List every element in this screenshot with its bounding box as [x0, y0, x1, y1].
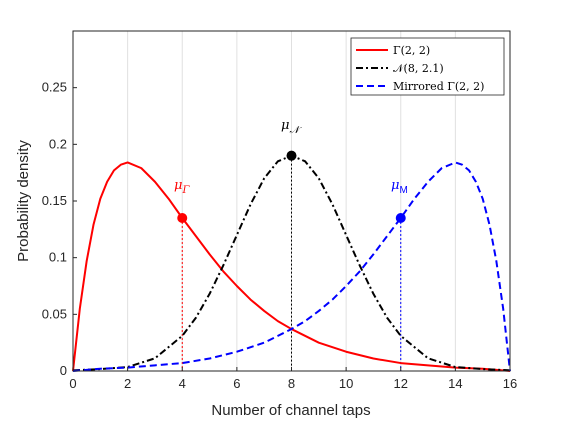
x-tick-label: 10 — [339, 376, 353, 391]
x-tick-label: 2 — [124, 376, 131, 391]
y-tick-label: 0.05 — [42, 306, 67, 321]
x-tick-label: 0 — [69, 376, 76, 391]
legend: Γ(2, 2) 𝒩(8, 2.1) Mirrored Γ(2, 2) — [350, 37, 505, 96]
y-tick-label: 0.1 — [49, 250, 67, 265]
series-gamma-line — [72, 161, 511, 372]
x-tick-label: 4 — [179, 376, 186, 391]
legend-label-gamma: Γ(2, 2) — [393, 44, 430, 57]
y-tick-label: 0.25 — [42, 80, 67, 95]
legend-label-mirrored: Mirrored Γ(2, 2) — [393, 80, 484, 93]
marker-guide-lines — [181, 155, 402, 371]
marker-point-gamma — [177, 213, 188, 223]
marker-points — [177, 150, 406, 223]
y-tick-label: 0.2 — [49, 136, 67, 151]
legend-box — [350, 37, 505, 96]
y-tick-label: 0 — [60, 363, 67, 378]
x-tick-label: 12 — [394, 376, 408, 391]
marker-point-mirrored — [395, 213, 406, 223]
x-tick-label: 6 — [233, 376, 240, 391]
x-tick-label: 8 — [288, 376, 295, 391]
series-mirrored-line — [72, 161, 511, 372]
x-tick-label: 14 — [448, 376, 462, 391]
y-axis-ticks: 0 0.05 0.1 0.15 0.2 0.25 — [42, 80, 77, 378]
x-axis-ticks: 0 2 4 6 8 10 12 14 16 — [69, 367, 517, 391]
y-axis-label: Probability density — [15, 140, 32, 262]
x-axis-label: Number of channel taps — [211, 402, 370, 419]
legend-label-normal: 𝒩(8, 2.1) — [393, 62, 444, 75]
y-tick-label: 0.15 — [42, 193, 67, 208]
x-tick-label: 16 — [503, 376, 517, 391]
marker-point-normal — [286, 150, 297, 161]
